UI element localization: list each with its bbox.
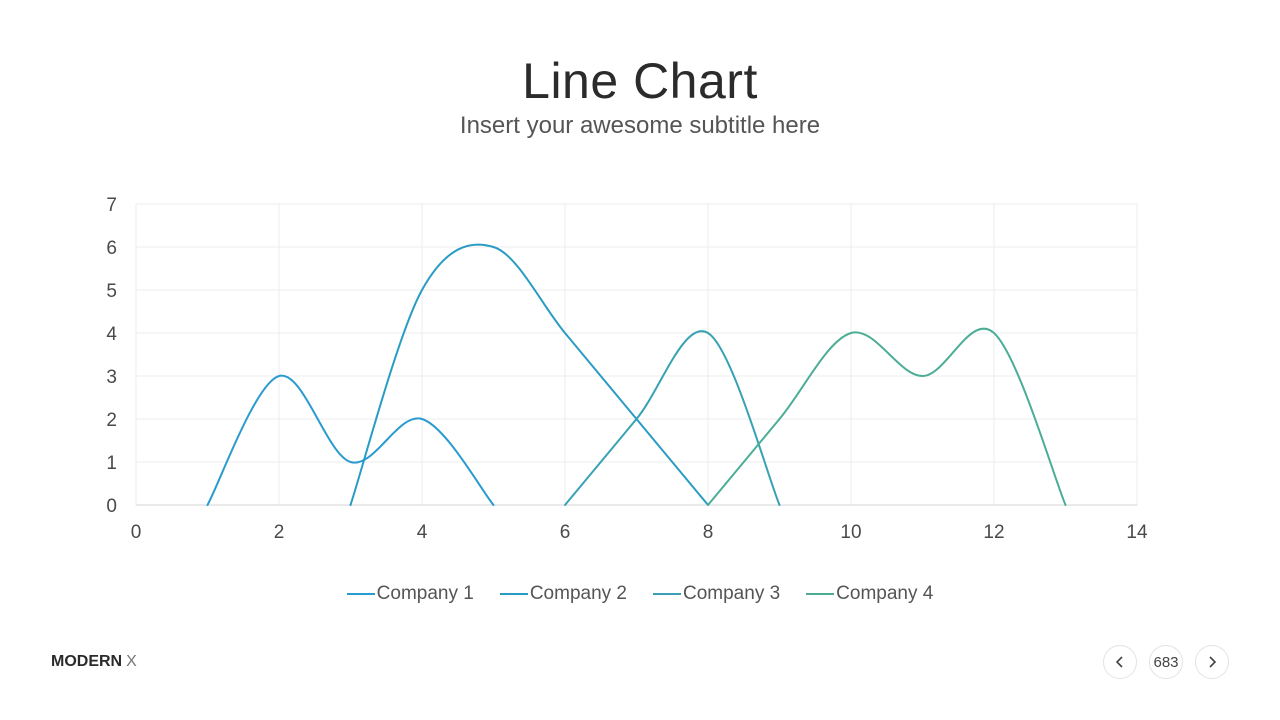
brand-name: MODERN — [51, 653, 123, 670]
legend-item-company-3: Company 3 — [653, 583, 780, 605]
x-tick-label: 2 — [274, 522, 285, 543]
plot-area — [135, 203, 1138, 506]
slide-subtitle: Insert your awesome subtitle here — [459, 112, 821, 139]
next-slide-button[interactable] — [1195, 645, 1229, 679]
chevron-right-icon — [1209, 656, 1217, 668]
page-number: 683 — [1149, 645, 1183, 679]
series-line-company-2 — [349, 243, 709, 506]
x-tick-label: 4 — [417, 522, 428, 543]
series-line-company-3 — [564, 330, 781, 506]
x-tick-label: 6 — [560, 522, 571, 543]
y-tick-label: 7 — [106, 195, 117, 216]
y-tick-label: 3 — [106, 367, 117, 388]
legend-swatch — [653, 593, 681, 595]
y-tick-label: 4 — [106, 324, 117, 345]
legend-swatch — [499, 593, 528, 595]
legend-label: Company 2 — [529, 583, 627, 604]
previous-slide-button[interactable] — [1103, 645, 1137, 679]
x-tick-label: 0 — [131, 522, 142, 543]
x-tick-label: 12 — [983, 522, 1004, 543]
y-tick-label: 2 — [106, 410, 117, 431]
legend-item-company-1: Company 1 — [346, 583, 474, 605]
x-tick-label: 10 — [840, 522, 861, 543]
x-tick-label: 14 — [1126, 522, 1148, 543]
legend-item-company-4: Company 4 — [806, 583, 933, 605]
y-tick-label: 0 — [106, 496, 117, 517]
chart-legend: Company 1 Company 2 Company 3 Company 4 — [0, 583, 1280, 605]
chevron-left-icon — [1115, 656, 1123, 668]
legend-label: Company 4 — [836, 583, 934, 604]
series-line-company-1 — [206, 374, 495, 506]
y-tick-label: 6 — [106, 238, 117, 259]
legend-label: Company 1 — [376, 583, 474, 604]
legend-item-company-2: Company 2 — [499, 583, 627, 605]
x-tick-label: 8 — [703, 522, 714, 543]
slide-title: Line Chart — [522, 53, 758, 109]
brand-suffix: X — [126, 653, 137, 670]
legend-swatch — [346, 593, 375, 595]
y-tick-label: 5 — [106, 281, 117, 302]
series-line-company-4 — [707, 327, 1067, 506]
legend-label: Company 3 — [683, 583, 781, 604]
legend-swatch — [806, 593, 835, 595]
brand-logo: MODERN X — [51, 653, 137, 671]
y-tick-label: 1 — [106, 453, 117, 474]
